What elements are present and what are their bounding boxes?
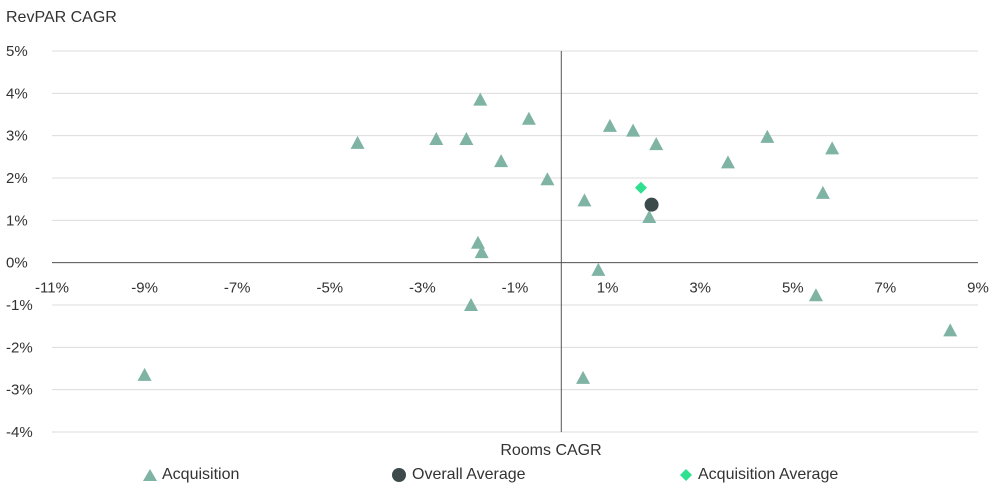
acquisition-point: [521, 111, 536, 125]
y-tick-label: 2%: [6, 170, 28, 187]
acquisition-point: [626, 123, 641, 137]
acquisition-point: [459, 132, 474, 146]
y-tick-label: -3%: [6, 382, 33, 399]
legend-item-acquisition: Acquisition: [142, 466, 239, 484]
acquisition-average-point: [634, 181, 647, 194]
x-tick-label: 7%: [875, 280, 897, 297]
y-axis-title: RevPAR CAGR: [6, 9, 117, 26]
acquisition-point: [429, 132, 444, 146]
y-tick-label: 5%: [6, 43, 28, 60]
grid-lines: [52, 50, 978, 433]
x-tick-label: 1%: [597, 280, 619, 297]
acquisition-point: [808, 288, 823, 302]
y-tick-labels: 5% 4% 3% 2% 1% 0% -1% -2% -3% -4%: [6, 43, 33, 441]
acquisition-point: [464, 298, 479, 311]
legend-label-acquisition-average: Acquisition Average: [698, 466, 839, 483]
y-tick-label: -2%: [6, 339, 33, 356]
acquisition-point: [577, 193, 592, 207]
x-tick-label: -11%: [35, 280, 69, 297]
x-tick-label: -3%: [409, 280, 436, 297]
legend-label-acquisition: Acquisition: [162, 466, 240, 483]
diamond-icon: [680, 469, 692, 481]
legend: Acquisition Overall Average Acquisition …: [0, 466, 1000, 492]
acquisition-point: [473, 92, 488, 106]
acquisition-point: [815, 185, 830, 199]
acquisition-point: [470, 235, 485, 249]
x-tick-label: -1%: [502, 280, 529, 297]
x-tick-label: 5%: [782, 280, 804, 297]
y-tick-label: 4%: [6, 85, 28, 102]
acquisition-point: [943, 323, 958, 337]
x-tick-labels: -11% -9% -7% -5% -3% -1% 1% 3% 5% 7% 9%: [35, 280, 989, 297]
legend-item-overall-average: Overall Average: [390, 466, 526, 484]
acquisition-point: [649, 137, 664, 151]
axes: [52, 51, 978, 432]
acquisition-point: [494, 154, 509, 168]
acquisition-point: [137, 367, 152, 381]
y-tick-label: 0%: [6, 255, 28, 272]
acquisition-point: [642, 209, 657, 223]
triangle-icon: [143, 469, 157, 481]
overall-average-point: [644, 197, 659, 212]
acquisition-point: [576, 370, 591, 384]
x-tick-label: -7%: [224, 280, 251, 297]
data-points: [137, 92, 958, 384]
acquisition-point: [825, 141, 840, 155]
x-tick-label: -9%: [131, 280, 158, 297]
acquisition-point: [602, 118, 617, 132]
acquisition-point: [474, 245, 489, 259]
y-tick-label: -1%: [6, 297, 33, 314]
x-tick-label: 9%: [967, 280, 989, 297]
circle-icon: [392, 468, 406, 482]
acquisition-point: [760, 129, 775, 143]
scatter-chart: 5% 4% 3% 2% 1% 0% -1% -2% -3% -4% -11% -9% -7% -5% -3…: [6, 9, 989, 459]
x-tick-label: -5%: [316, 280, 343, 297]
y-tick-label: -4%: [6, 424, 33, 441]
legend-label-overall-average: Overall Average: [412, 466, 526, 483]
y-tick-label: 3%: [6, 128, 28, 145]
acquisition-point: [350, 135, 365, 149]
x-axis-title: Rooms CAGR: [500, 442, 601, 459]
legend-item-acquisition-average: Acquisition Average: [678, 466, 838, 484]
acquisition-point: [591, 262, 606, 276]
acquisition-point: [720, 155, 735, 169]
x-tick-label: 3%: [689, 280, 711, 297]
acquisition-point: [540, 172, 555, 186]
y-tick-label: 1%: [6, 212, 28, 229]
